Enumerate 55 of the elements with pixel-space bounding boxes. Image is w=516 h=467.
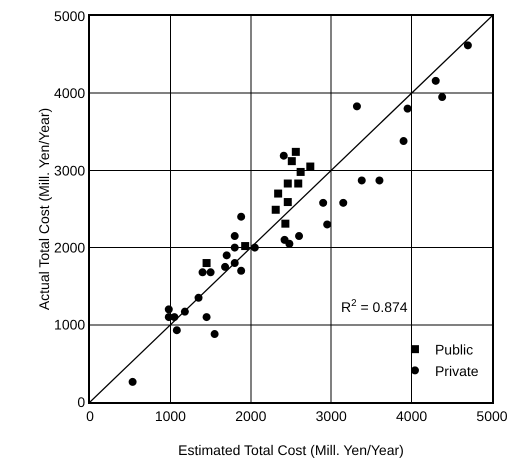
point	[202, 259, 211, 268]
legend-label: Public	[434, 342, 474, 358]
point	[206, 268, 215, 276]
point	[292, 148, 300, 156]
point	[128, 378, 137, 386]
point	[172, 326, 181, 334]
point	[339, 198, 348, 207]
point	[404, 104, 412, 113]
y-tick-label: 0	[77, 394, 86, 410]
point	[230, 232, 239, 240]
point	[198, 268, 207, 276]
point	[294, 180, 302, 188]
point	[241, 242, 250, 250]
point	[284, 198, 292, 206]
point	[281, 220, 290, 228]
point	[222, 251, 231, 260]
point	[164, 305, 173, 314]
point	[237, 266, 246, 275]
point	[352, 102, 361, 110]
point	[202, 313, 211, 322]
point	[296, 168, 305, 176]
y-tick-label: 4000	[54, 85, 86, 102]
y-tick-label: 2000	[54, 240, 86, 256]
point	[319, 198, 328, 207]
point	[210, 330, 219, 338]
x-axis-title: Estimated Total Cost (Mill. Yen/Year)	[178, 442, 404, 458]
y-tick-label: 5000	[54, 8, 86, 24]
point	[306, 162, 314, 171]
point	[280, 152, 288, 160]
point	[375, 176, 384, 184]
point	[288, 157, 296, 166]
point	[285, 240, 294, 248]
annotation: R$^{2}$ = 0.874	[341, 298, 408, 315]
point	[237, 212, 246, 221]
x-tick-label: 4000	[396, 408, 428, 424]
point	[438, 93, 446, 102]
point	[295, 232, 304, 240]
y-tick-label: 1000	[54, 316, 86, 333]
point	[358, 176, 366, 184]
x-tick-label: 3000	[316, 408, 347, 424]
point	[274, 190, 282, 198]
point	[464, 41, 472, 50]
legend-label: Private	[434, 362, 479, 379]
y-tick-label: 3000	[54, 162, 86, 178]
point	[432, 76, 440, 85]
x-tick-label: 5000	[476, 408, 508, 424]
point	[221, 262, 230, 271]
point	[284, 180, 292, 188]
point	[272, 206, 280, 214]
y-axis-title: Actual Total Cost (Mill. Yen/Year)	[36, 108, 52, 310]
point	[230, 244, 239, 252]
x-tick-label: 1000	[154, 408, 186, 424]
point	[323, 220, 332, 228]
point	[400, 137, 408, 146]
x-tick-label: 2000	[235, 408, 267, 424]
